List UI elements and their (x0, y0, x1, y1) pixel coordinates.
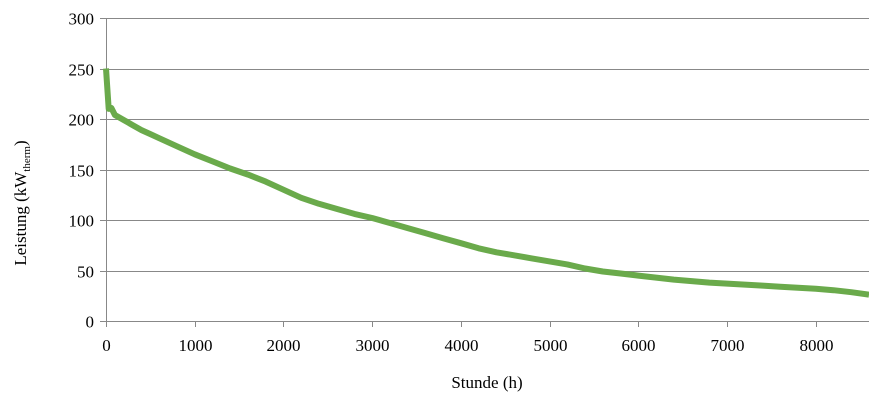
y-tick-label: 100 (69, 212, 95, 231)
y-tick-label: 250 (69, 61, 95, 80)
y-tick-label: 200 (69, 111, 95, 130)
y-axis-title-suffix: ) (11, 140, 30, 146)
x-tick-label: 3000 (356, 336, 390, 355)
y-tick-label: 50 (77, 263, 94, 282)
x-tick-label: 7000 (711, 336, 745, 355)
gridlines (106, 18, 869, 272)
y-axis-title-subscript: therm (21, 146, 33, 172)
x-tick-label: 2000 (267, 336, 301, 355)
axes (100, 18, 869, 327)
x-tick-label: 5000 (534, 336, 568, 355)
x-tick-label: 6000 (622, 336, 656, 355)
series-line (103, 68, 869, 298)
y-tick-label: 150 (69, 162, 95, 181)
x-tick-label: 4000 (445, 336, 479, 355)
x-axis-title: Stunde (h) (451, 373, 522, 392)
x-tick-label: 0 (102, 336, 111, 355)
x-tick-label: 1000 (179, 336, 213, 355)
y-axis-title-prefix: Leistung (kW (11, 171, 30, 266)
x-tick-label: 8000 (800, 336, 834, 355)
y-axis-title: Leistung (kWtherm) (11, 140, 33, 265)
y-tick-label: 0 (86, 313, 95, 332)
series-layer (103, 68, 869, 298)
y-tick-label: 300 (69, 10, 95, 29)
